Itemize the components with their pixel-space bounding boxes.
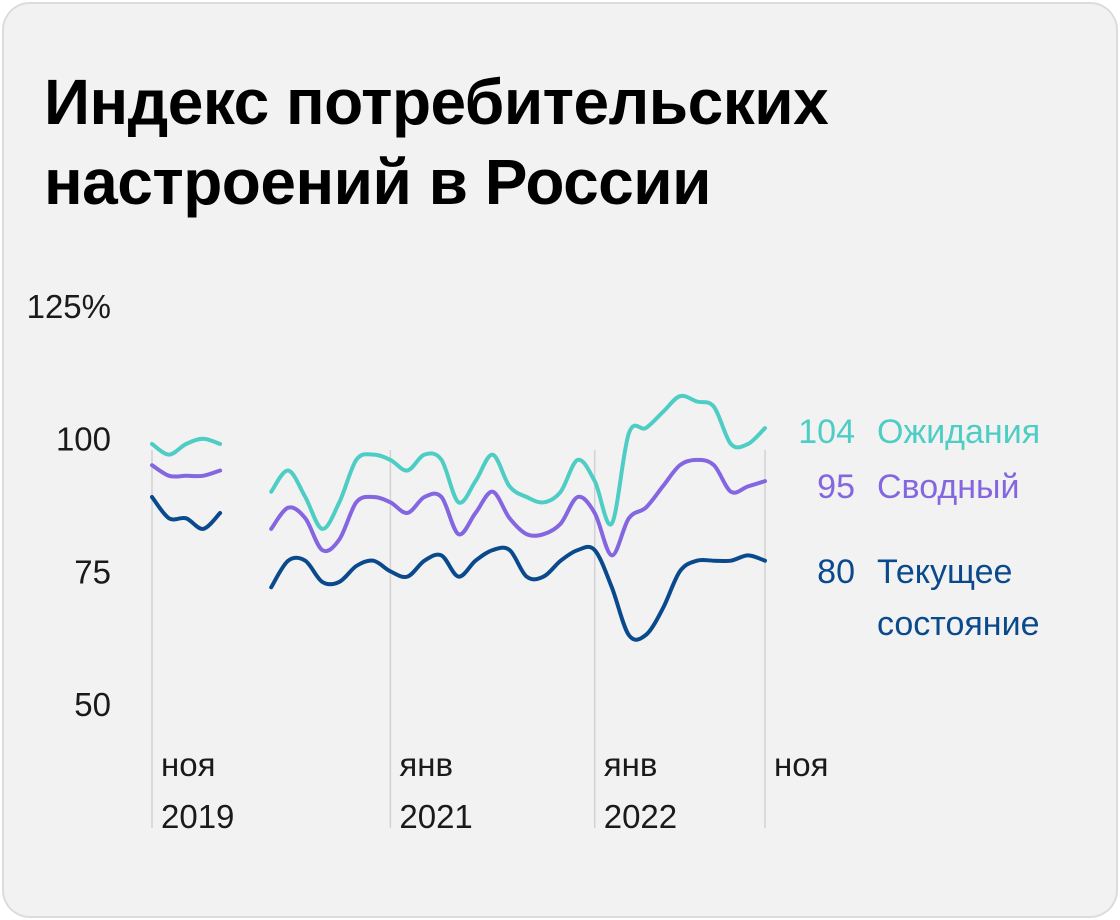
last-value-expectations: 104 <box>798 413 855 451</box>
y-axis: 125% 100 75 50 <box>27 288 111 723</box>
x-tick-label-year: 2019 <box>161 798 234 835</box>
legend: 104 Ожидания 95 Сводный 80 Текущее состояние <box>798 413 1040 643</box>
y-tick-label: 75 <box>74 553 111 590</box>
x-tick-label-month: янв <box>399 746 453 783</box>
grid-lines <box>151 450 766 828</box>
x-tick-label-month: янв <box>604 746 658 783</box>
y-tick-label: 50 <box>74 686 111 723</box>
series-current <box>150 495 767 642</box>
y-tick-label: 100 <box>56 421 111 458</box>
series-line-composite-segment-0 <box>150 463 223 479</box>
legend-label-current: Текущее состояние <box>877 553 1039 643</box>
series-line-composite-segment-1 <box>269 457 767 558</box>
series-lines <box>150 393 767 642</box>
series-line-current-segment-1 <box>269 544 767 642</box>
x-tick-label-year: 2022 <box>604 798 677 835</box>
legend-label-composite: Сводный <box>877 468 1019 506</box>
x-axis: ноя 2019 янв 2021 янв 2022 ноя <box>161 746 828 835</box>
series-expectations <box>150 393 767 531</box>
page-title: Индекс потребительских настроений в Росс… <box>44 66 829 218</box>
y-tick-label: 125% <box>27 288 111 325</box>
x-tick-label-month: ноя <box>774 746 828 783</box>
x-tick-label-month: ноя <box>161 746 215 783</box>
last-value-composite: 95 <box>817 468 855 506</box>
series-line-expectations-segment-0 <box>150 436 223 457</box>
x-tick-label-year: 2021 <box>399 798 472 835</box>
series-line-current-segment-0 <box>150 495 223 531</box>
legend-label-expectations: Ожидания <box>877 413 1040 451</box>
series-line-expectations-segment-1 <box>269 393 767 531</box>
last-value-current: 80 <box>817 553 855 591</box>
series-composite <box>150 457 767 558</box>
